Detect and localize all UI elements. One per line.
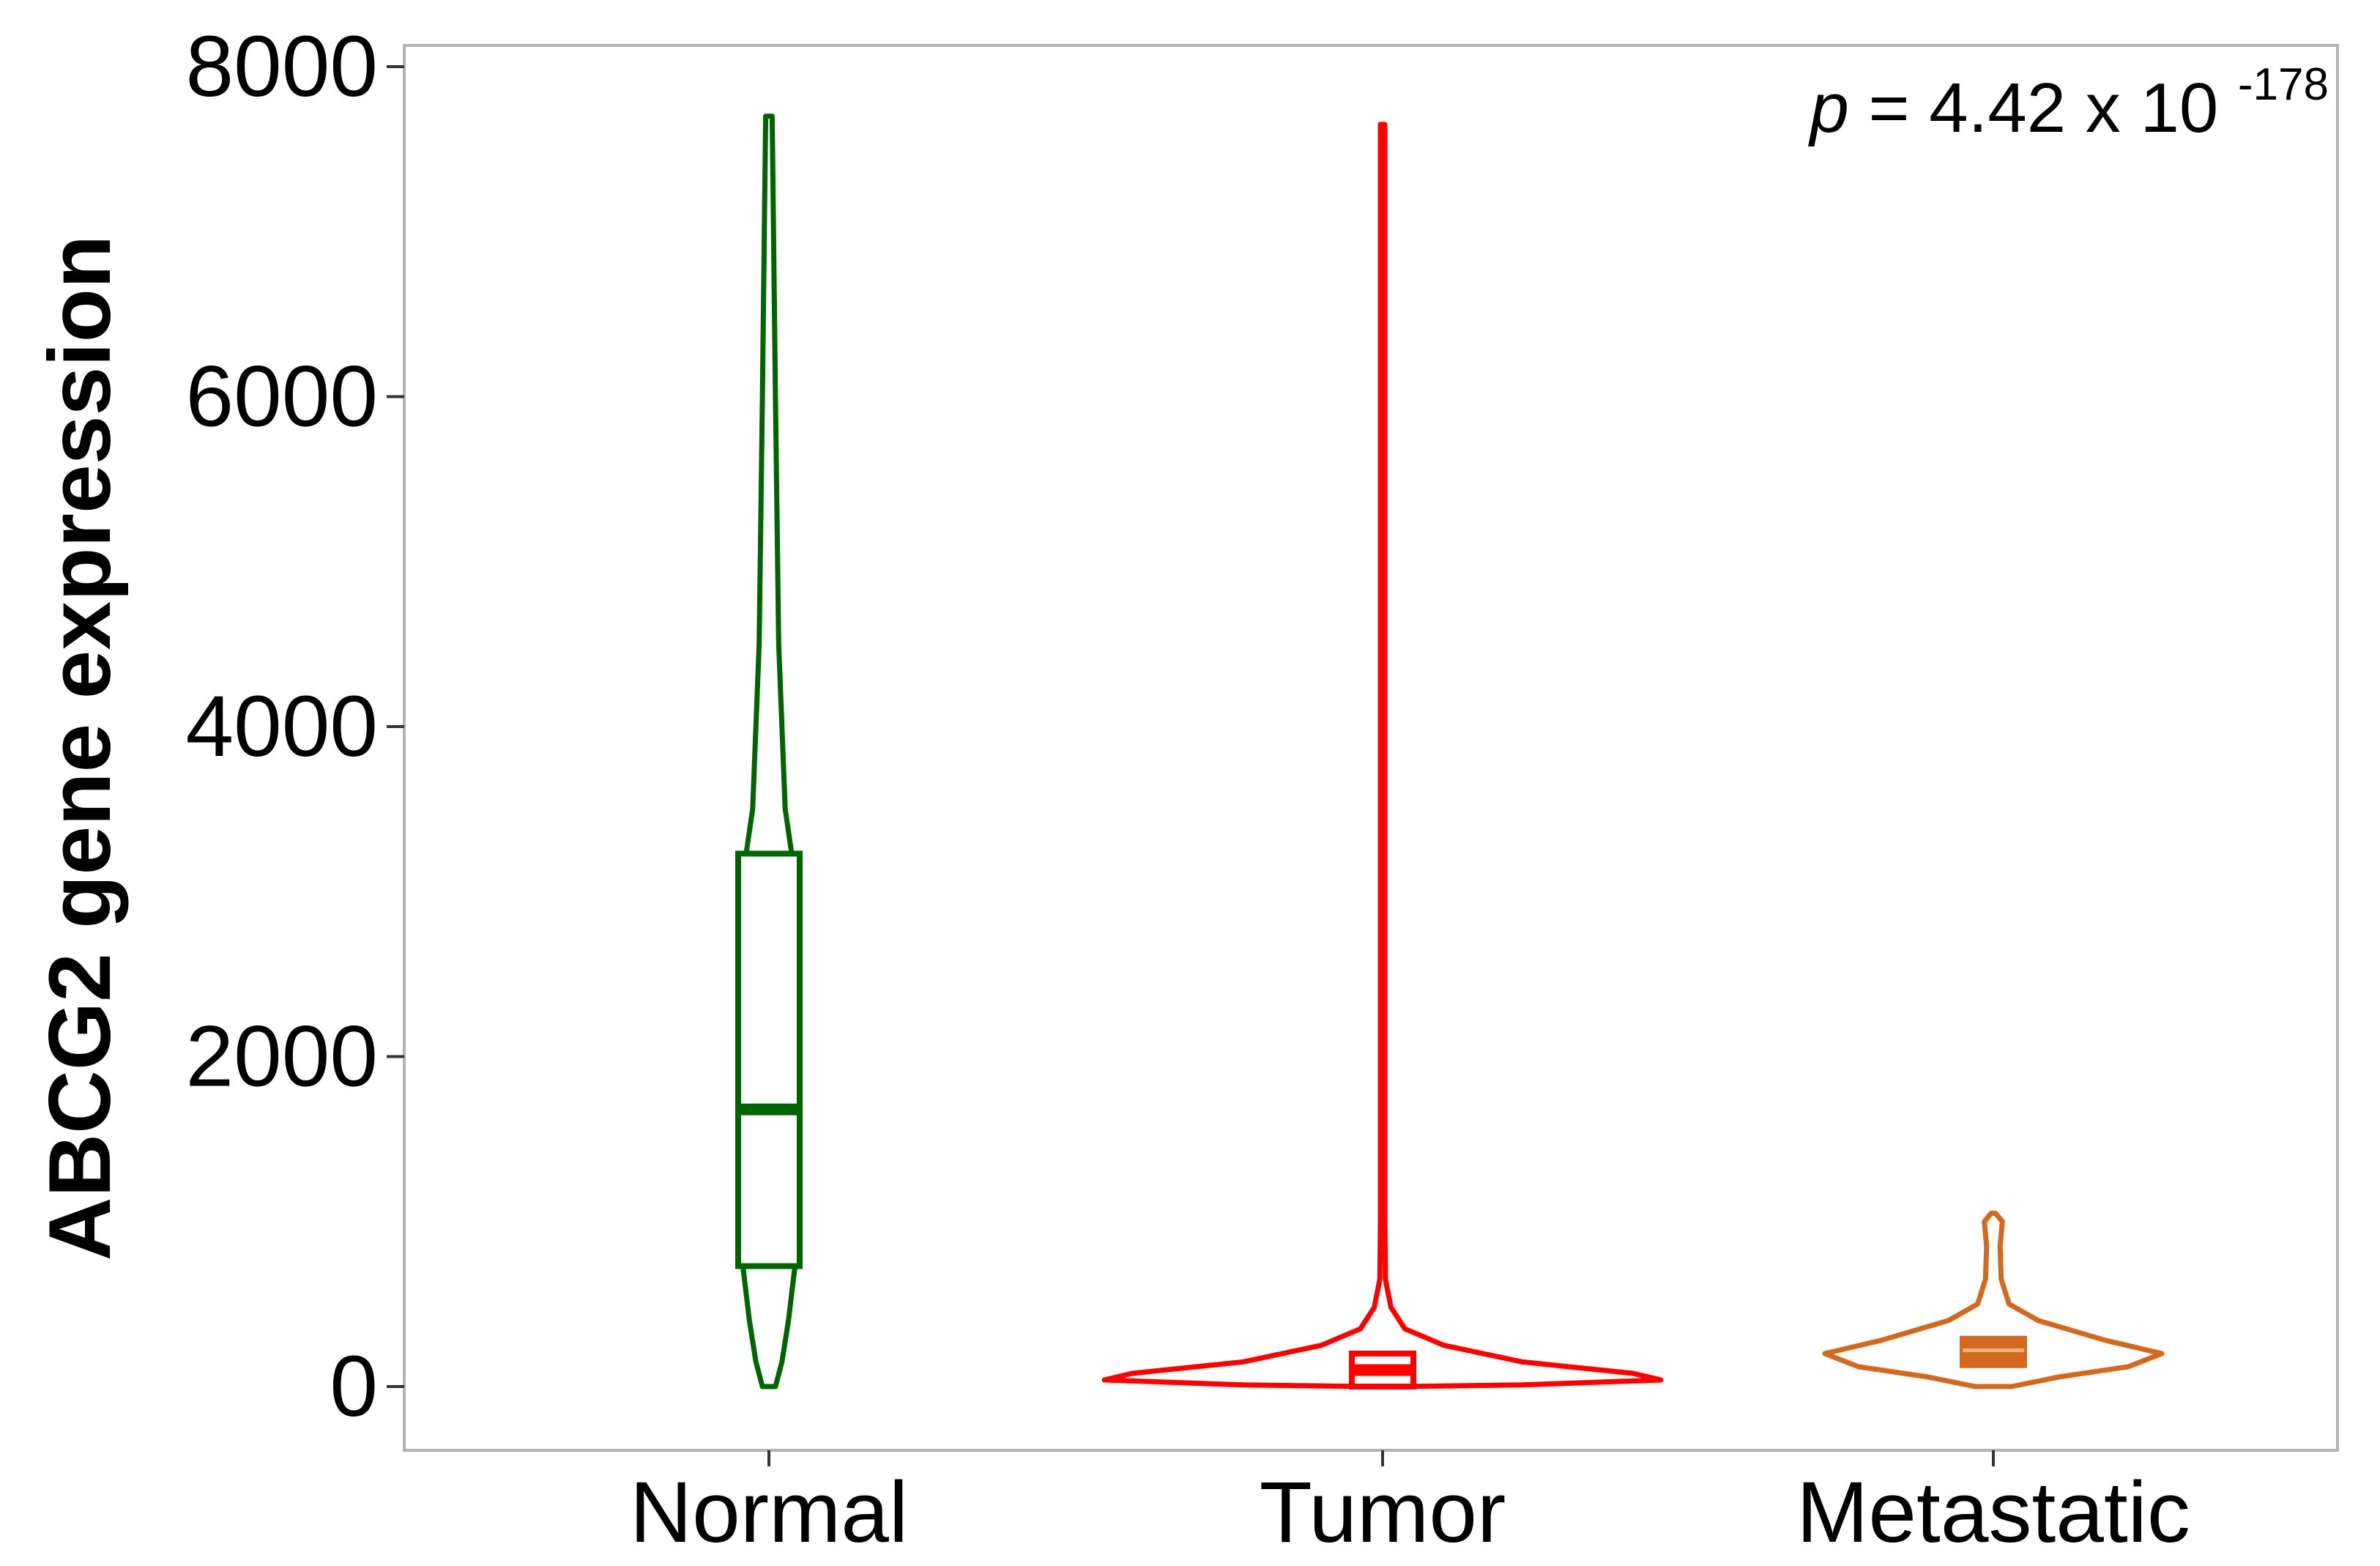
violin-series <box>735 114 2165 1389</box>
box-iqr <box>735 850 803 1269</box>
x-tick-label: Normal <box>630 1464 908 1561</box>
violin-shape <box>1822 1210 2165 1389</box>
p-value-text: = 4.42 x 10 <box>1869 69 2219 147</box>
p-symbol: p <box>1807 69 1848 147</box>
violin-shape <box>1101 122 1664 1389</box>
y-tick-label: 0 <box>330 1338 378 1435</box>
p-value-annotation: p = 4.42 x 10 -178 <box>1807 59 2329 147</box>
p-value-exponent: -178 <box>2238 59 2329 110</box>
violin-group-tumor <box>1101 122 1664 1389</box>
y-tick-label: 2000 <box>185 1009 378 1105</box>
violin-group-normal <box>735 114 803 1389</box>
plot-panel <box>403 44 2339 1452</box>
y-axis-title: ABCG2 gene expression <box>31 235 129 1261</box>
y-tick-label: 8000 <box>185 18 378 115</box>
y-axis: 0 2000 4000 6000 8000 <box>185 18 404 1435</box>
y-tick-label: 4000 <box>185 678 378 775</box>
x-tick-label: Metastatic <box>1796 1464 2190 1561</box>
violin-group-metastatic <box>1822 1210 2165 1389</box>
x-axis: Normal Tumor Metastatic <box>630 1450 2190 1561</box>
y-tick-label: 6000 <box>185 349 378 445</box>
x-tick-label: Tumor <box>1260 1464 1506 1561</box>
